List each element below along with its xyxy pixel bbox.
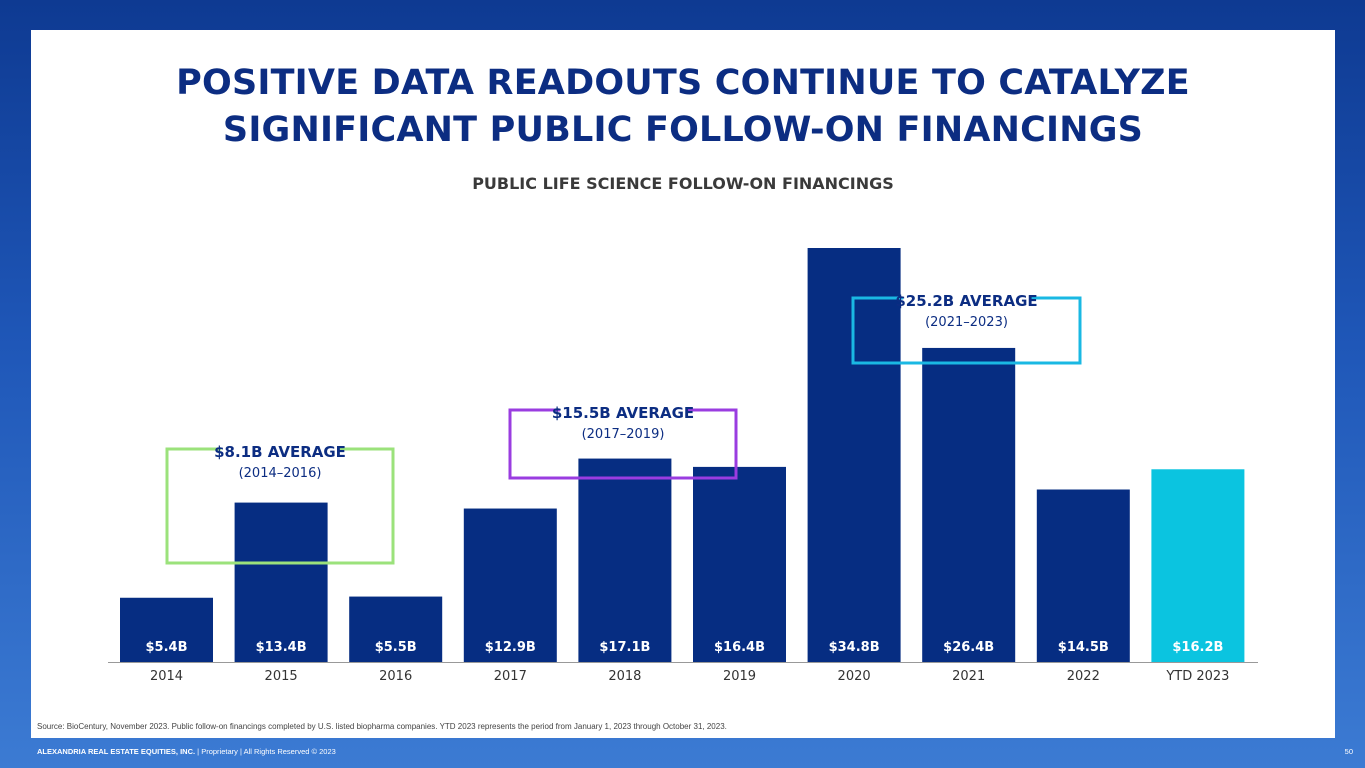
x-tick-label: 2022 (1067, 669, 1100, 684)
bar-ytd-2023 (1151, 469, 1245, 662)
x-tick-label: 2019 (723, 669, 756, 684)
average-range-label: (2021–2023) (925, 315, 1008, 330)
average-label-backing (221, 446, 339, 453)
footer-company: ALEXANDRIA REAL ESTATE EQUITIES, INC. (37, 747, 196, 756)
x-tick-label: 2016 (379, 669, 412, 684)
x-tick-label: 2018 (608, 669, 641, 684)
average-label-backing (559, 407, 687, 414)
bar-value-label: $14.5B (1058, 640, 1109, 655)
bar-value-label: $5.4B (146, 640, 188, 655)
chart-title: PUBLIC LIFE SCIENCE FOLLOW-ON FINANCINGS (472, 174, 894, 193)
bar-2018 (578, 458, 672, 662)
x-tick-label: 2014 (150, 669, 183, 684)
footer: ALEXANDRIA REAL ESTATE EQUITIES, INC. | … (37, 747, 336, 756)
bar-2021 (922, 347, 1016, 662)
x-tick-label: 2020 (838, 669, 871, 684)
title-line-1: POSITIVE DATA READOUTS CONTINUE TO CATAL… (176, 63, 1190, 103)
bar-value-label: $17.1B (599, 640, 650, 655)
average-range-label: (2017–2019) (582, 427, 665, 442)
slide: POSITIVE DATA READOUTS CONTINUE TO CATAL… (31, 30, 1335, 738)
bar-value-label: $13.4B (256, 640, 307, 655)
average-label-backing (903, 295, 1030, 302)
bar-value-label: $26.4B (943, 640, 994, 655)
footer-rights: | Proprietary | All Rights Reserved © 20… (195, 747, 336, 756)
bar-2014 (120, 597, 213, 662)
bar-value-label: $16.4B (714, 640, 765, 655)
x-tick-label: 2021 (952, 669, 985, 684)
bar-value-label: $5.5B (375, 640, 417, 655)
average-label: $8.1B AVERAGE (214, 443, 346, 461)
x-tick-label: 2017 (494, 669, 527, 684)
bar-value-label: $34.8B (829, 640, 880, 655)
page-title: POSITIVE DATA READOUTS CONTINUE TO CATAL… (31, 60, 1335, 154)
bar-2019 (693, 466, 786, 662)
average-label: $25.2B AVERAGE (895, 292, 1037, 310)
average-label: $15.5B AVERAGE (552, 404, 694, 422)
bar-2015 (234, 502, 328, 662)
source-note: Source: BioCentury, November 2023. Publi… (37, 722, 727, 731)
x-tick-label: 2015 (265, 669, 298, 684)
bar-2022 (1036, 489, 1130, 662)
bar-2017 (463, 508, 557, 662)
average-range-label: (2014–2016) (239, 466, 322, 481)
bar-chart: $8.1B AVERAGE (2014–2016) $15.5B AVERAGE (2… (108, 248, 1258, 684)
bar-value-label: $12.9B (485, 640, 536, 655)
bar-2016 (349, 596, 443, 662)
title-line-2: SIGNIFICANT PUBLIC FOLLOW-ON FINANCINGS (222, 110, 1144, 150)
x-tick-label: YTD 2023 (1165, 669, 1229, 684)
bar-value-label: $16.2B (1172, 640, 1223, 655)
page-number: 50 (1344, 747, 1353, 756)
